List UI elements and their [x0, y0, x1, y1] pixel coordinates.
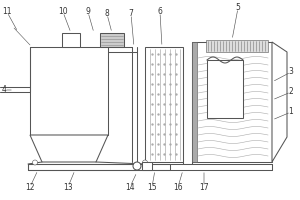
Text: 14: 14	[125, 182, 135, 192]
Text: 2: 2	[289, 88, 293, 97]
Bar	[145, 47, 183, 162]
Bar	[30, 47, 108, 135]
Bar	[62, 33, 80, 47]
Text: 15: 15	[147, 182, 157, 192]
Bar	[192, 42, 197, 162]
Text: 9: 9	[85, 7, 90, 17]
Text: 3: 3	[289, 68, 293, 76]
Circle shape	[142, 160, 148, 165]
Text: 16: 16	[173, 182, 183, 192]
Bar	[100, 33, 124, 47]
Polygon shape	[30, 135, 108, 162]
Polygon shape	[272, 42, 287, 162]
Text: 7: 7	[129, 9, 134, 19]
Text: 4: 4	[2, 86, 6, 95]
Text: 11: 11	[2, 7, 12, 17]
Circle shape	[133, 162, 141, 170]
Circle shape	[32, 160, 38, 165]
Text: 1: 1	[289, 108, 293, 116]
Bar	[207, 60, 243, 118]
Bar	[206, 40, 268, 52]
Text: 5: 5	[236, 3, 240, 12]
Text: 10: 10	[58, 7, 68, 17]
Text: 6: 6	[158, 7, 162, 17]
Text: 8: 8	[105, 9, 110, 19]
Text: 12: 12	[25, 182, 35, 192]
Bar	[142, 162, 152, 170]
Bar	[192, 42, 272, 162]
Text: 13: 13	[63, 182, 73, 192]
Text: 17: 17	[199, 182, 209, 192]
